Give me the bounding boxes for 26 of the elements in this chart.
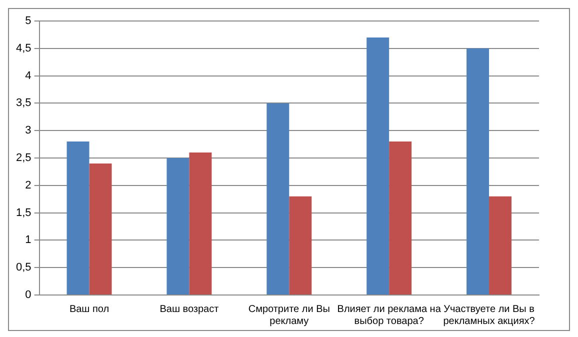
bar: [166, 158, 190, 294]
y-tick-label: 4: [25, 70, 32, 82]
x-tick-label: Ваш пол: [69, 304, 110, 315]
y-tick-label: 3: [25, 124, 32, 137]
y-tick-label: 0: [25, 289, 32, 302]
bar: [366, 37, 390, 294]
y-tick-label: 1,5: [16, 206, 32, 219]
bar: [466, 48, 490, 294]
bar: [289, 196, 312, 294]
y-tick-label: 3,5: [16, 97, 32, 110]
y-tick-label: 1: [25, 234, 32, 246]
y-tick-label: 0,5: [16, 262, 32, 274]
bar: [189, 152, 212, 294]
bar: [89, 163, 112, 294]
y-tick-label: 4,5: [16, 42, 32, 54]
bar: [389, 142, 412, 294]
y-tick-label: 2: [25, 179, 32, 192]
x-tick-label: Влияет ли реклама на выбор товара?: [337, 304, 442, 327]
bar: [66, 142, 90, 294]
x-tick-label: Смротрите ли Вы рекламу: [248, 304, 330, 327]
x-tick-label: Ваш возраст: [160, 304, 220, 315]
y-tick-label: 5: [25, 15, 32, 28]
bar: [266, 103, 290, 294]
bar: [489, 196, 512, 294]
x-tick-label: Участвуете ли Вы в рекламных акциях?: [443, 304, 536, 327]
y-tick-label: 2,5: [16, 152, 32, 164]
